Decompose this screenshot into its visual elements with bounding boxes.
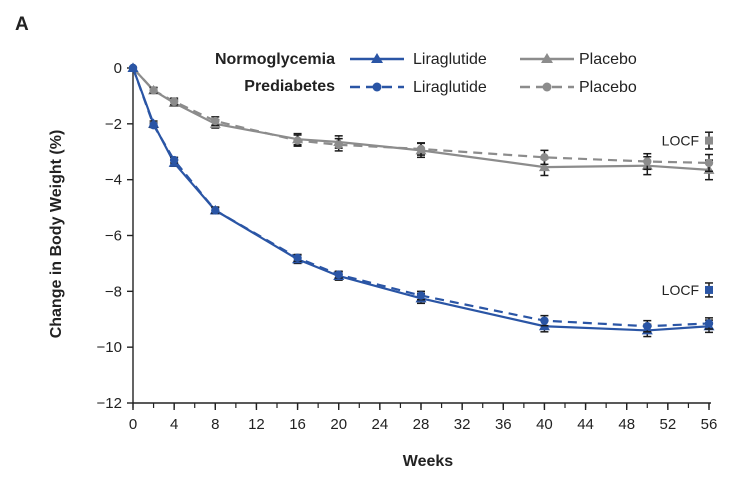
- series-layer: [127, 62, 715, 338]
- data-point: [334, 270, 343, 279]
- x-tick-label: 16: [289, 416, 306, 433]
- legend-group-normoglycemia: Normoglycemia: [215, 51, 335, 68]
- locf-marker: [705, 136, 713, 145]
- x-tick-label: 48: [618, 416, 635, 433]
- data-point: [643, 157, 652, 166]
- locf-annotation: LOCF: [662, 131, 713, 150]
- y-tick-label: −6: [105, 228, 122, 245]
- legend-label-prediabetes-placebo: Placebo: [579, 79, 637, 96]
- x-tick-label: 20: [330, 416, 347, 433]
- data-point: [169, 97, 179, 106]
- locf-marker: [705, 285, 713, 294]
- x-axis-title: Weeks: [403, 453, 454, 470]
- legend-swatch-prediabetes-placebo: [520, 82, 574, 92]
- data-point: [149, 86, 158, 95]
- data-point: [128, 63, 138, 73]
- data-point: [293, 253, 302, 263]
- annotation-layer: LOCF LOCF: [662, 131, 713, 298]
- data-point: [149, 121, 158, 130]
- legend-swatch-normoglycemia-placebo: [520, 53, 574, 63]
- locf-label: LOCF: [662, 133, 699, 149]
- data-point: [211, 206, 220, 215]
- data-point: [643, 322, 652, 331]
- locf-annotation: LOCF: [662, 282, 713, 298]
- y-tick-label: −8: [105, 283, 122, 300]
- data-point: [293, 136, 302, 145]
- series-3: [128, 63, 714, 173]
- data-point: [538, 161, 550, 172]
- series-line: [132, 67, 710, 165]
- legend-label-prediabetes-liraglutide: Liraglutide: [413, 79, 487, 96]
- locf-label: LOCF: [662, 282, 699, 298]
- legend-label-normoglycemia-placebo: Placebo: [579, 51, 637, 68]
- y-tick-label: −4: [105, 172, 122, 189]
- data-point: [169, 155, 179, 165]
- x-tick-label: 56: [701, 416, 718, 433]
- x-tick-label: 12: [248, 416, 265, 433]
- axes: 0−2−4−6−8−10−120 4 8 12 16 20 24 28 32 36 40 44 48 52…: [97, 60, 718, 433]
- x-tick-label: 0: [129, 416, 137, 433]
- plot-area: 0−2−4−6−8−10−120 4 8 12 16 20 24 28 32 36 40 44 48 52…: [97, 60, 718, 433]
- series-line: [131, 67, 710, 328]
- series-2: [128, 63, 714, 333]
- y-tick-label: −10: [97, 339, 122, 356]
- y-tick-label: −2: [105, 116, 122, 133]
- x-tick-label: 24: [372, 416, 389, 433]
- data-point: [540, 316, 549, 325]
- x-tick-label: 8: [211, 416, 219, 433]
- y-axis-title: Change in Body Weight (%): [48, 130, 65, 339]
- x-tick-label: 32: [454, 416, 471, 433]
- x-tick-label: 52: [660, 416, 677, 433]
- legend-group-prediabetes: Prediabetes: [244, 78, 335, 95]
- data-point: [211, 116, 220, 126]
- x-tick-label: 4: [170, 416, 178, 433]
- x-tick-label: 28: [413, 416, 430, 433]
- data-point: [416, 144, 426, 154]
- legend-swatch-normoglycemia-liraglutide: [350, 53, 404, 63]
- x-tick-label: 36: [495, 416, 512, 433]
- legend-swatch-prediabetes-liraglutide: [350, 82, 404, 92]
- y-tick-label: 0: [114, 60, 122, 77]
- y-tick-label: −12: [97, 395, 122, 412]
- data-point: [334, 140, 343, 149]
- panel-label: A: [15, 14, 29, 35]
- data-point: [540, 153, 549, 162]
- data-point: [704, 319, 714, 328]
- data-point: [704, 158, 714, 168]
- data-point: [416, 291, 426, 300]
- series-line: [132, 67, 710, 171]
- x-tick-label: 40: [536, 416, 553, 433]
- x-tick-label: 44: [577, 416, 594, 433]
- legend: Normoglycemia Prediabetes Liraglutide Pl…: [215, 51, 637, 96]
- legend-label-normoglycemia-liraglutide: Liraglutide: [413, 51, 487, 68]
